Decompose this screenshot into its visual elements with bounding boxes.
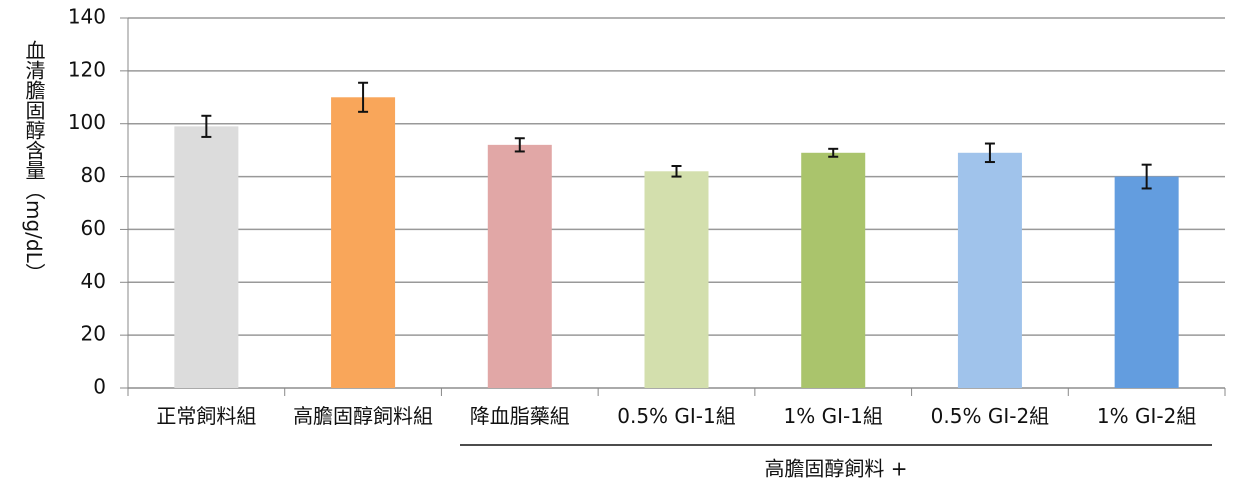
bar <box>957 152 1022 388</box>
x-tick-label: 正常飼料組 <box>156 404 257 428</box>
error-bar <box>358 81 369 113</box>
y-axis-label: 血清膽固醇含量（mg/dL） <box>22 40 46 283</box>
bar <box>174 126 239 388</box>
x-tick-label: 1% GI-2組 <box>1096 404 1197 428</box>
group-label: 高膽固醇飼料 + <box>764 457 907 481</box>
bar <box>801 152 866 388</box>
error-bar <box>671 165 682 178</box>
error-bar <box>828 147 839 158</box>
error-bar <box>984 142 995 164</box>
y-tick-label: 100 <box>68 110 106 134</box>
x-tick-label: 1% GI-1組 <box>783 404 883 428</box>
y-tick-label: 80 <box>81 163 106 187</box>
error-bar <box>1141 163 1152 190</box>
x-tick-label: 降血脂藥組 <box>469 404 570 428</box>
bar <box>331 97 396 389</box>
bar <box>644 171 709 388</box>
x-tick-label: 0.5% GI-2組 <box>930 404 1050 428</box>
x-tick-label: 0.5% GI-1組 <box>617 404 736 428</box>
error-bar <box>514 137 525 153</box>
y-tick-label: 120 <box>68 57 106 81</box>
y-tick-label: 40 <box>81 269 106 293</box>
bar <box>1114 176 1179 388</box>
bar <box>487 144 552 388</box>
error-bar <box>201 114 212 138</box>
y-tick-label: 0 <box>93 375 106 399</box>
y-tick-label: 20 <box>81 322 106 346</box>
y-tick-label: 140 <box>68 5 106 29</box>
x-tick-label: 高膽固醇飼料組 <box>293 404 434 428</box>
y-tick-label: 60 <box>81 216 106 240</box>
